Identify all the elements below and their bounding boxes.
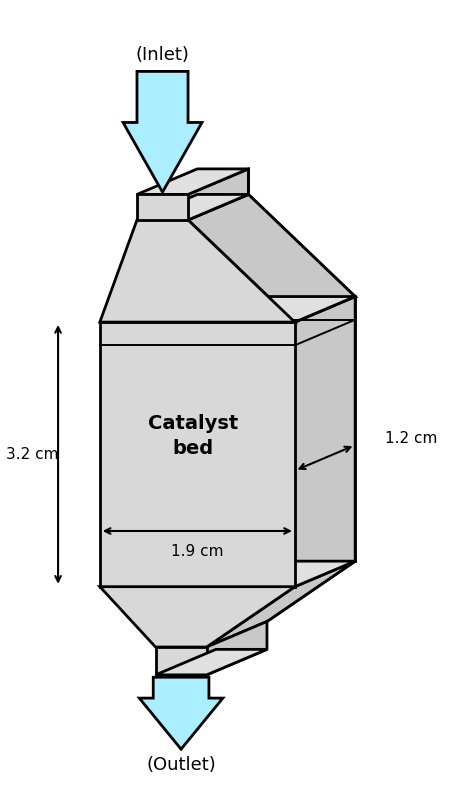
Polygon shape	[207, 561, 355, 647]
Polygon shape	[137, 194, 188, 220]
Text: Catalyst
bed: Catalyst bed	[147, 414, 238, 458]
Polygon shape	[137, 194, 248, 220]
Polygon shape	[137, 169, 248, 194]
Polygon shape	[100, 297, 355, 322]
Polygon shape	[100, 220, 295, 322]
Polygon shape	[123, 71, 202, 192]
Polygon shape	[188, 169, 248, 220]
Text: (Outlet): (Outlet)	[146, 756, 216, 774]
Polygon shape	[295, 297, 355, 587]
Text: 3.2 cm: 3.2 cm	[6, 447, 59, 462]
Text: (Inlet): (Inlet)	[136, 47, 190, 64]
Polygon shape	[155, 647, 207, 675]
Text: 1.2 cm: 1.2 cm	[385, 431, 438, 446]
Polygon shape	[160, 561, 355, 622]
Polygon shape	[188, 194, 355, 322]
Polygon shape	[160, 297, 355, 561]
Polygon shape	[197, 169, 248, 194]
Polygon shape	[155, 650, 267, 675]
Polygon shape	[160, 194, 355, 297]
Polygon shape	[139, 677, 223, 749]
Polygon shape	[100, 561, 355, 587]
Polygon shape	[100, 587, 295, 647]
Polygon shape	[100, 322, 295, 587]
Text: 1.9 cm: 1.9 cm	[171, 544, 224, 559]
Polygon shape	[207, 622, 267, 675]
